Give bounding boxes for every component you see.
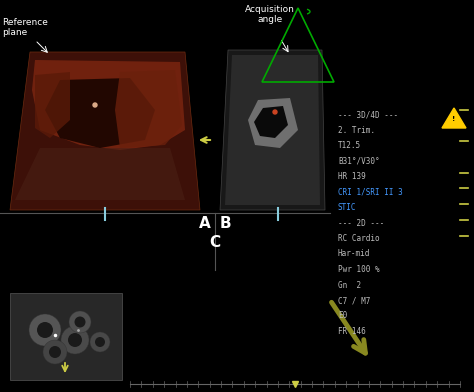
Polygon shape (225, 55, 320, 205)
Circle shape (74, 316, 85, 327)
Text: CRI 1/SRI II 3: CRI 1/SRI II 3 (338, 187, 403, 196)
Circle shape (95, 337, 105, 347)
Circle shape (273, 110, 277, 114)
Text: C: C (210, 235, 220, 250)
Polygon shape (35, 72, 70, 138)
Text: HR 139: HR 139 (338, 172, 366, 181)
Circle shape (49, 346, 61, 358)
Polygon shape (15, 148, 185, 200)
Circle shape (69, 311, 91, 333)
Polygon shape (442, 108, 466, 128)
Text: C7 / M7: C7 / M7 (338, 296, 370, 305)
Polygon shape (10, 293, 122, 380)
Circle shape (43, 340, 67, 364)
Text: Gn  2: Gn 2 (338, 281, 361, 290)
Text: B: B (219, 216, 231, 231)
Text: Acquisition
angle: Acquisition angle (245, 5, 295, 24)
Polygon shape (10, 52, 200, 210)
Text: Pwr 100 %: Pwr 100 % (338, 265, 380, 274)
Text: A: A (199, 216, 211, 231)
Text: E0: E0 (338, 312, 347, 321)
Polygon shape (254, 106, 288, 138)
Text: B31°/V30°: B31°/V30° (338, 156, 380, 165)
Text: Har-mid: Har-mid (338, 249, 370, 258)
Text: FR 146: FR 146 (338, 327, 366, 336)
Circle shape (68, 333, 82, 347)
Text: RC Cardio: RC Cardio (338, 234, 380, 243)
Circle shape (37, 322, 53, 338)
Polygon shape (220, 50, 325, 210)
Circle shape (61, 326, 89, 354)
Polygon shape (248, 98, 298, 148)
Polygon shape (115, 70, 182, 148)
Circle shape (29, 314, 61, 346)
Text: Reference
plane: Reference plane (2, 18, 48, 37)
Text: T12.5: T12.5 (338, 141, 361, 150)
Text: STIC: STIC (338, 203, 356, 212)
Text: !: ! (452, 116, 456, 122)
Polygon shape (45, 78, 155, 148)
Circle shape (90, 332, 110, 352)
Text: 2. Trim.: 2. Trim. (338, 125, 375, 134)
Text: --- 2D ---: --- 2D --- (338, 218, 384, 227)
Polygon shape (32, 60, 185, 150)
Circle shape (93, 103, 97, 107)
Text: --- 3D/4D ---: --- 3D/4D --- (338, 110, 398, 119)
